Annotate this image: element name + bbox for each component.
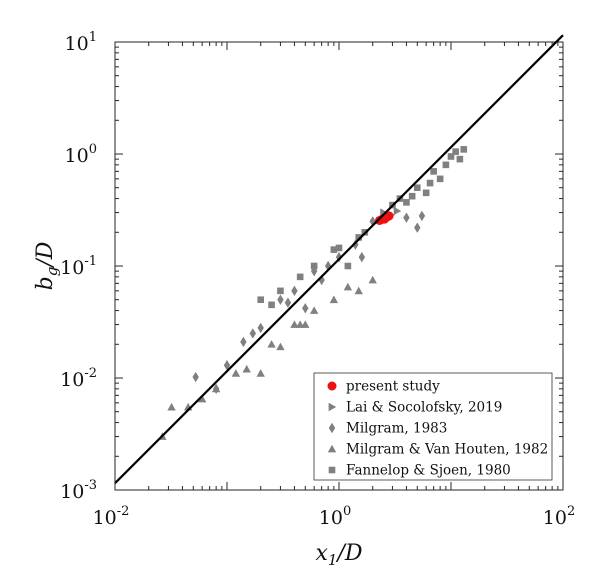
data-point (355, 234, 363, 241)
data-point (277, 287, 284, 295)
data-point (197, 394, 207, 403)
y-tick-label: 101 (65, 30, 97, 55)
data-point (268, 301, 275, 309)
legend-entry: Lai & Socolofsky, 2019 (328, 400, 502, 416)
y-tick-label: 10-3 (60, 478, 97, 503)
data-point (329, 295, 339, 304)
data-point (276, 342, 285, 351)
data-point (413, 184, 421, 192)
legend-label: Milgram & Van Houten, 1982 (346, 442, 548, 458)
data-point (310, 262, 318, 270)
y-tick-label: 10-1 (60, 254, 97, 279)
data-point (358, 251, 366, 263)
data-point (211, 384, 221, 393)
data-point (436, 175, 444, 183)
fit-line-layer (114, 34, 564, 484)
y-tick-label: 10-2 (60, 366, 97, 391)
data-point (257, 322, 264, 334)
data-point (267, 340, 276, 348)
legend-label: Milgram, 1983 (346, 421, 447, 437)
data-point (330, 246, 338, 253)
data-point (452, 148, 459, 155)
data-point (422, 189, 430, 197)
legend-entry: Milgram & Van Houten, 1982 (327, 442, 548, 458)
y-axis-label: bg/D (33, 241, 61, 290)
legend-box (313, 372, 553, 481)
data-point (242, 364, 251, 373)
y-axis-label-base: b (33, 276, 58, 290)
legend-label: Lai & Socolofsky, 2019 (346, 400, 502, 416)
data-point (335, 244, 343, 252)
data-point (301, 320, 310, 328)
legend-label: present study (346, 379, 440, 395)
x-tick-label: 102 (543, 504, 575, 529)
data-point (290, 320, 299, 328)
y-axis-label-suffix: /D (33, 241, 58, 268)
legend-marker (328, 422, 336, 434)
x-axis-label-base: x (315, 541, 328, 566)
x-axis-label: x1/D (315, 541, 362, 569)
data-point (277, 294, 284, 305)
legend-marker (327, 444, 337, 453)
data-point (291, 285, 298, 297)
x-axis-label-suffix: /D (335, 541, 362, 566)
legend-marker (328, 402, 337, 412)
data-point (223, 360, 231, 371)
data-point (302, 302, 309, 314)
legend-marker (327, 381, 337, 391)
data-point (403, 199, 410, 206)
data-point (240, 336, 247, 348)
data-point (343, 282, 353, 291)
x-axis-label-sub: 1 (328, 551, 338, 569)
legend-marker (328, 466, 336, 474)
data-point (344, 262, 352, 270)
data-point (284, 297, 292, 308)
data-point (249, 328, 257, 339)
data-point (418, 210, 426, 222)
data-point (192, 371, 199, 383)
legend-label: Fannelop & Sjoen, 1980 (346, 463, 511, 479)
data-point (309, 306, 319, 314)
legend-entry: present study (327, 379, 440, 395)
fit-line (114, 34, 564, 484)
data-point (447, 153, 455, 160)
legend-entry: Fannelop & Sjoen, 1980 (328, 463, 511, 479)
data-point (393, 206, 402, 216)
data-point (296, 273, 304, 281)
data-point (257, 296, 265, 304)
legend: present study Lai & Socolofsky, 2019 Milgr… (313, 372, 553, 481)
x-tick-label: 100 (319, 504, 351, 529)
data-point (426, 179, 434, 187)
data-point (403, 212, 410, 223)
data-point (430, 168, 437, 175)
data-point (368, 275, 377, 284)
data-point (256, 369, 265, 377)
data-point (442, 161, 450, 169)
legend-rows: present study Lai & Socolofsky, 2019 Milgr… (327, 379, 548, 479)
data-point (354, 286, 363, 295)
legend-entry: Milgram, 1983 (328, 421, 447, 437)
data-point (408, 192, 416, 200)
y-tick-label: 100 (65, 142, 97, 167)
x-tick-label: 10-2 (93, 504, 130, 529)
data-point (460, 146, 468, 153)
data-point (167, 402, 176, 411)
data-point (414, 222, 421, 233)
y-axis-label-sub: g (43, 267, 61, 277)
data-point (456, 155, 464, 163)
data-point (231, 369, 241, 377)
